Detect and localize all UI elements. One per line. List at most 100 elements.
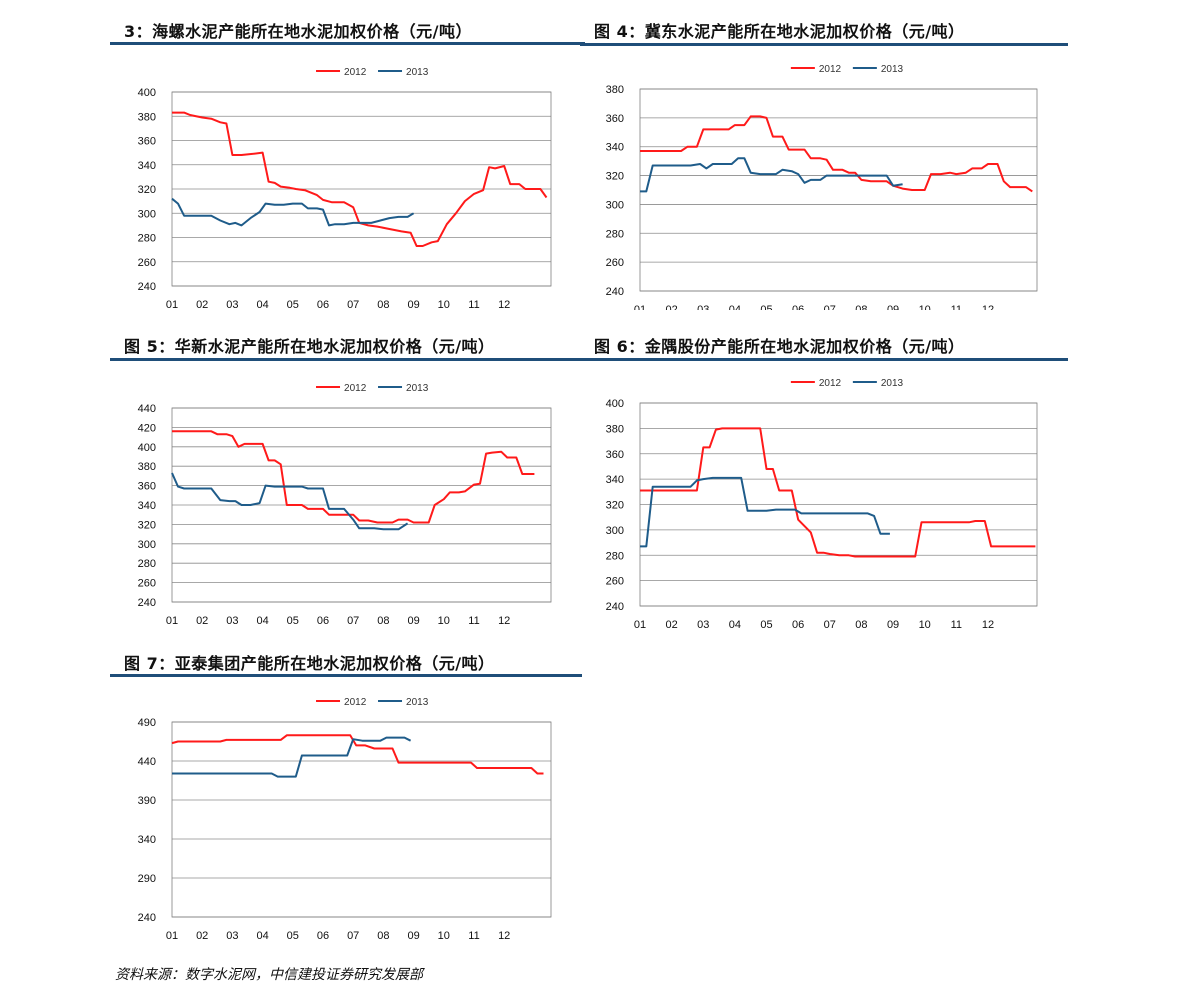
y-tick-label: 260 xyxy=(138,257,156,269)
line-chart-svg: 240 290 340 390 440 490 01 02 03 04 05 06 07 08 09 10 11… xyxy=(138,697,552,942)
legend-label: 2013 xyxy=(881,64,904,75)
chart-panel-4: 图 6：金隅股份产能所在地水泥加权价格（元/吨） 240 260 280 300 320… xyxy=(580,325,1070,635)
x-tick-label: 10 xyxy=(438,930,450,942)
x-tick-label: 02 xyxy=(196,299,208,310)
x-tick-label: 02 xyxy=(666,304,678,310)
x-tick-label: 01 xyxy=(166,299,178,310)
y-tick-label: 440 xyxy=(138,403,156,415)
y-tick-label: 260 xyxy=(138,578,156,590)
x-tick-label: 03 xyxy=(226,930,238,942)
series-line-2013 xyxy=(171,197,415,227)
x-tick-label: 08 xyxy=(377,299,389,310)
y-tick-label: 240 xyxy=(138,281,156,293)
legend-label: 2013 xyxy=(406,697,429,708)
x-tick-label: 07 xyxy=(347,299,359,310)
legend-label: 2012 xyxy=(344,383,367,394)
y-tick-label: 400 xyxy=(606,398,624,410)
legend-label: 2013 xyxy=(881,378,904,389)
y-tick-label: 360 xyxy=(138,136,156,148)
x-tick-label: 01 xyxy=(166,930,178,942)
x-tick-label: 09 xyxy=(887,619,899,631)
x-tick-label: 06 xyxy=(317,615,329,627)
x-tick-label: 08 xyxy=(855,619,867,631)
chart-title: 3：海螺水泥产能所在地水泥加权价格（元/吨） xyxy=(124,22,472,41)
y-tick-label: 360 xyxy=(138,481,156,493)
y-tick-label: 300 xyxy=(606,199,624,211)
plot-border xyxy=(171,721,552,918)
x-tick-label: 12 xyxy=(498,615,510,627)
line-chart-svg: 240 260 280 300 320 340 360 380 400 01 02 03 04 05 06 0… xyxy=(606,378,1038,631)
series-line-2012 xyxy=(640,115,1033,193)
y-tick-label: 420 xyxy=(138,422,156,434)
x-tick-label: 04 xyxy=(256,930,268,942)
x-tick-label: 11 xyxy=(468,299,479,310)
chart-title: 图 4：冀东水泥产能所在地水泥加权价格（元/吨） xyxy=(594,22,965,41)
x-tick-label: 09 xyxy=(407,930,419,942)
x-tick-label: 07 xyxy=(347,615,359,627)
x-tick-label: 01 xyxy=(634,304,646,310)
source-note: 资料来源：数字水泥网，中信建投证券研究发展部 xyxy=(115,967,423,983)
y-tick-label: 300 xyxy=(138,539,156,551)
y-tick-label: 380 xyxy=(606,423,624,435)
y-tick-label: 240 xyxy=(606,601,624,613)
title-rule xyxy=(580,358,1068,361)
x-tick-label: 06 xyxy=(792,304,804,310)
x-tick-label: 01 xyxy=(166,615,178,627)
x-tick-label: 08 xyxy=(377,615,389,627)
x-tick-label: 10 xyxy=(438,615,450,627)
legend-label: 2012 xyxy=(819,64,842,75)
title-rule xyxy=(110,42,585,45)
y-tick-label: 240 xyxy=(606,286,624,298)
x-tick-label: 12 xyxy=(498,930,510,942)
x-tick-label: 03 xyxy=(226,299,238,310)
x-tick-label: 05 xyxy=(760,304,772,310)
x-tick-label: 09 xyxy=(407,299,419,310)
line-chart-svg: 240 260 280 300 320 340 360 380 400 01 02 03 04 05 06 0… xyxy=(138,67,552,310)
y-tick-label: 380 xyxy=(138,111,156,123)
x-tick-label: 02 xyxy=(666,619,678,631)
plot-border xyxy=(171,407,552,603)
series-line-2013 xyxy=(172,736,412,778)
y-tick-label: 340 xyxy=(138,160,156,172)
x-tick-label: 09 xyxy=(887,304,899,310)
x-tick-label: 04 xyxy=(256,299,268,310)
x-tick-label: 07 xyxy=(347,930,359,942)
x-tick-label: 08 xyxy=(377,930,389,942)
y-tick-label: 240 xyxy=(138,912,156,924)
y-tick-label: 360 xyxy=(606,449,624,461)
series-line-2013 xyxy=(640,157,903,193)
y-tick-label: 440 xyxy=(138,756,156,768)
x-tick-label: 05 xyxy=(287,299,299,310)
y-tick-label: 400 xyxy=(138,442,156,454)
x-tick-label: 11 xyxy=(468,615,479,627)
y-tick-label: 320 xyxy=(606,171,624,183)
y-tick-label: 280 xyxy=(606,228,624,240)
line-chart-svg: 240 260 280 300 320 340 360 380 400 420 440 01 02 03 0… xyxy=(138,383,552,627)
legend-label: 2013 xyxy=(406,67,429,78)
y-tick-label: 320 xyxy=(138,184,156,196)
x-tick-label: 04 xyxy=(256,615,268,627)
x-tick-label: 10 xyxy=(438,299,450,310)
plot-border xyxy=(639,88,1038,292)
x-tick-label: 11 xyxy=(951,304,962,310)
title-rule xyxy=(110,674,582,677)
chart-title: 图 7：亚泰集团产能所在地水泥加权价格（元/吨） xyxy=(124,654,495,673)
y-tick-label: 400 xyxy=(138,87,156,99)
plot-border xyxy=(639,402,1038,607)
x-tick-label: 07 xyxy=(824,619,836,631)
x-tick-label: 08 xyxy=(855,304,867,310)
series-line-2013 xyxy=(171,472,409,531)
line-chart-svg: 240 260 280 300 320 340 360 380 01 02 03 04 05 06 07 08… xyxy=(606,64,1038,310)
y-tick-label: 280 xyxy=(138,233,156,245)
x-tick-label: 03 xyxy=(697,619,709,631)
x-tick-label: 10 xyxy=(919,304,931,310)
x-tick-label: 05 xyxy=(287,615,299,627)
legend-label: 2012 xyxy=(344,67,367,78)
series-line-2012 xyxy=(172,430,535,524)
x-tick-label: 05 xyxy=(287,930,299,942)
y-tick-label: 390 xyxy=(138,795,156,807)
y-tick-label: 340 xyxy=(138,834,156,846)
x-tick-label: 12 xyxy=(982,619,994,631)
legend-label: 2012 xyxy=(344,697,367,708)
y-tick-label: 320 xyxy=(606,500,624,512)
